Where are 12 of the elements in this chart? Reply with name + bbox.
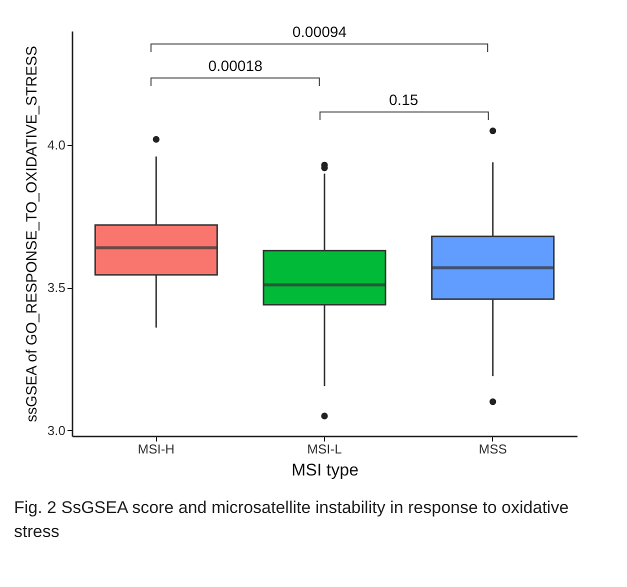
annotation: 0.00018 xyxy=(208,58,262,75)
x-tick-label: MSS xyxy=(478,442,508,456)
x-axis-title: MSI type xyxy=(291,460,359,480)
y-tick-label: 3.0 xyxy=(47,422,66,438)
x-tick-label: MSI-L xyxy=(307,442,342,456)
y-tick-label: 3.5 xyxy=(47,280,66,296)
annotation: 0.00094 xyxy=(292,24,347,41)
x-tick-label: MSI-H xyxy=(138,442,175,456)
y-axis-title: ssGSEA of GO_RESPONSE_TO_OXIDATIVE_STRESS xyxy=(23,46,40,422)
caption: Fig. 2 SsGSEA score and microsatellite instability in response to oxidative stress xyxy=(14,497,570,543)
y-tick-label: 4.0 xyxy=(47,138,66,153)
annotation: 0.15 xyxy=(389,92,418,109)
